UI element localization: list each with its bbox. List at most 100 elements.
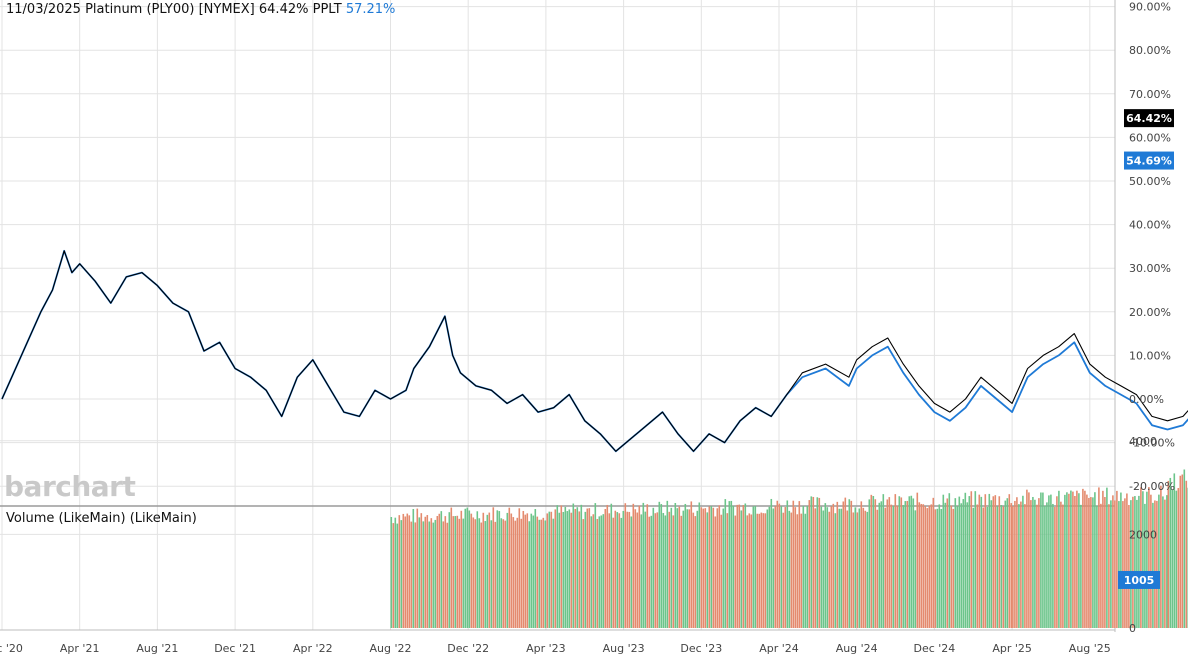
- volume-bar: [512, 517, 515, 628]
- volume-bar: [752, 506, 755, 628]
- volume-bar: [504, 520, 507, 628]
- volume-bar: [620, 517, 623, 628]
- y-tick-label: -10.00%: [1129, 437, 1175, 450]
- volume-bar: [426, 515, 429, 628]
- x-axis: Dec '20 Apr '21 Aug '21 Dec '21 Apr '22 Aug '…: [0, 642, 1111, 655]
- volume-bar: [762, 513, 765, 628]
- volume-bar: [880, 501, 883, 628]
- volume-bars: [390, 469, 1188, 628]
- volume-bar: [1034, 499, 1036, 628]
- volume-tick-label: 4000: [1129, 435, 1157, 448]
- volume-bar: [496, 510, 499, 628]
- volume-bar: [872, 496, 875, 628]
- volume-bar: [844, 497, 847, 628]
- volume-bar: [1152, 502, 1154, 628]
- volume-bar: [718, 505, 721, 628]
- volume-bar: [1120, 492, 1122, 628]
- volume-bar: [1108, 504, 1110, 628]
- volume-bar: [412, 508, 415, 628]
- volume-bar: [766, 509, 769, 628]
- volume-bar: [962, 499, 965, 628]
- volume-bar: [442, 521, 445, 628]
- volume-bar: [638, 505, 641, 628]
- volume-bar: [598, 516, 601, 628]
- volume-bar: [1040, 492, 1042, 628]
- volume-bar: [1070, 490, 1072, 628]
- volume-bar: [760, 512, 763, 628]
- y-tick-label: 90.00%: [1129, 1, 1171, 14]
- volume-bar: [1032, 496, 1034, 628]
- volume-bar: [922, 504, 925, 628]
- volume-bar: [672, 515, 675, 628]
- y-tick-label: 70.00%: [1129, 88, 1171, 101]
- volume-bar: [532, 515, 535, 628]
- volume-bar: [1181, 474, 1184, 628]
- volume-bar: [712, 507, 715, 628]
- volume-bar: [936, 508, 939, 628]
- volume-bar: [1038, 498, 1040, 628]
- volume-bar: [476, 511, 479, 628]
- volume-bar: [474, 519, 477, 628]
- volume-bar: [1146, 491, 1148, 628]
- volume-bar: [574, 508, 577, 628]
- volume-bar: [568, 509, 571, 628]
- volume-bar: [814, 508, 817, 628]
- volume-bar: [688, 509, 691, 628]
- volume-bar: [578, 511, 581, 628]
- volume-bar: [774, 506, 777, 628]
- volume-bar: [440, 511, 443, 628]
- volume-bar: [944, 502, 947, 628]
- last-value-label-ply00: 64.42%: [1126, 112, 1172, 125]
- volume-bar: [1016, 497, 1018, 628]
- volume-bar: [448, 512, 451, 628]
- volume-bar: [990, 500, 993, 628]
- volume-bar: [616, 512, 619, 628]
- volume-bar: [1036, 504, 1038, 628]
- header-main-change: 64.42%: [258, 2, 309, 17]
- volume-bar: [454, 516, 457, 628]
- volume-bar: [800, 513, 803, 628]
- volume-bar: [798, 501, 801, 628]
- volume-bar: [1006, 498, 1009, 628]
- volume-bar: [780, 506, 783, 628]
- volume-bar: [862, 507, 865, 628]
- y-tick-label: 40.00%: [1129, 219, 1171, 232]
- volume-bar: [772, 508, 775, 628]
- volume-bar: [612, 517, 615, 628]
- last-value-badge-pplt: [1124, 151, 1174, 170]
- volume-bar: [676, 508, 679, 628]
- volume-bar: [418, 517, 421, 628]
- volume-last-label: 1005: [1124, 574, 1155, 587]
- volume-bar: [1102, 490, 1104, 628]
- volume-bar: [854, 507, 857, 628]
- y-tick-label: 10.00%: [1129, 349, 1171, 362]
- volume-bar: [1183, 469, 1186, 628]
- volume-bar: [734, 515, 737, 628]
- volume-bar: [540, 519, 543, 628]
- y-tick-label: -20.00%: [1129, 480, 1175, 493]
- volume-bar: [942, 494, 945, 628]
- y-tick-label: 60.00%: [1129, 131, 1171, 144]
- volume-bar: [966, 502, 969, 628]
- volume-bar: [536, 516, 539, 628]
- x-tick-label: Apr '25: [992, 642, 1032, 655]
- volume-bar: [588, 508, 591, 628]
- volume-bar: [1012, 506, 1014, 628]
- volume-bar: [1126, 493, 1128, 628]
- volume-bar: [1080, 504, 1082, 628]
- volume-bar: [786, 500, 789, 628]
- volume-bar: [624, 503, 627, 628]
- volume-bar: [920, 503, 923, 628]
- volume-bar: [628, 511, 631, 628]
- volume-bar: [398, 515, 401, 628]
- volume-bar: [1177, 488, 1180, 628]
- volume-bar: [1018, 504, 1020, 628]
- volume-bar: [818, 497, 821, 628]
- y-tick-label: 50.00%: [1129, 175, 1171, 188]
- volume-bar: [438, 513, 441, 628]
- x-tick-label: Apr '22: [293, 642, 333, 655]
- volume-bar: [770, 498, 773, 628]
- y-axis: 90.00% 80.00% 70.00% 60.00% 50.00% 40.00% 30.0…: [1129, 1, 1175, 494]
- volume-bar: [924, 506, 927, 628]
- volume-bar: [710, 506, 713, 628]
